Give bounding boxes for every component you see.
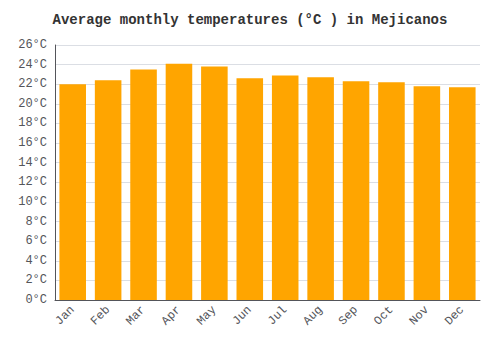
svg-text:26°C: 26°C: [18, 38, 47, 52]
svg-text:Apr: Apr: [159, 303, 184, 328]
svg-text:Sep: Sep: [336, 303, 361, 328]
svg-text:10°C: 10°C: [18, 195, 47, 209]
svg-text:Mar: Mar: [123, 303, 148, 328]
svg-text:16°C: 16°C: [18, 136, 47, 150]
svg-text:Jul: Jul: [265, 303, 290, 328]
svg-text:May: May: [194, 303, 219, 328]
svg-text:18°C: 18°C: [18, 116, 47, 130]
svg-text:Dec: Dec: [442, 303, 467, 328]
svg-text:Aug: Aug: [300, 303, 325, 328]
svg-text:6°C: 6°C: [25, 234, 47, 248]
svg-text:Nov: Nov: [407, 303, 432, 328]
svg-text:Jan: Jan: [53, 303, 78, 328]
svg-text:Oct: Oct: [371, 303, 396, 328]
svg-text:4°C: 4°C: [25, 254, 47, 268]
svg-text:12°C: 12°C: [18, 175, 47, 189]
svg-text:Feb: Feb: [88, 303, 113, 328]
svg-text:2°C: 2°C: [25, 273, 47, 287]
svg-text:8°C: 8°C: [25, 215, 47, 229]
svg-text:0°C: 0°C: [25, 293, 47, 307]
svg-text:24°C: 24°C: [18, 58, 47, 72]
svg-text:Average monthly temperatures (: Average monthly temperatures (°C ) in Me…: [53, 12, 448, 28]
svg-text:Jun: Jun: [230, 303, 255, 328]
svg-text:14°C: 14°C: [18, 156, 47, 170]
svg-text:22°C: 22°C: [18, 77, 47, 91]
svg-text:20°C: 20°C: [18, 97, 47, 111]
